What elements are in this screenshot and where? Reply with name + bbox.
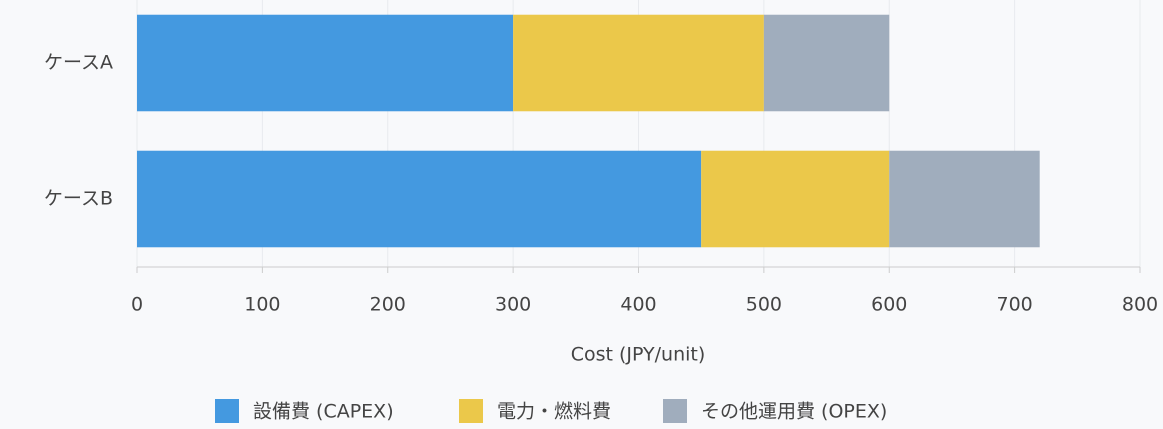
bar-segment <box>889 150 1040 248</box>
x-tick-label: 400 <box>620 294 656 316</box>
bar-segment <box>137 150 702 248</box>
legend-swatch <box>663 399 687 423</box>
bar-segment <box>137 14 514 112</box>
x-tick-label: 600 <box>871 294 907 316</box>
legend-swatch <box>215 399 239 423</box>
x-tick-label: 100 <box>244 294 280 316</box>
y-tick-label: ケースA <box>44 52 113 74</box>
legend-label: 設備費 (CAPEX) <box>253 401 394 423</box>
bar-segment <box>513 14 764 112</box>
legend-swatch <box>459 399 483 423</box>
x-tick-label: 300 <box>495 294 531 316</box>
x-tick-label: 0 <box>131 294 143 316</box>
x-tick-label: 500 <box>746 294 782 316</box>
x-tick-label: 700 <box>996 294 1032 316</box>
y-tick-label: ケースB <box>44 188 113 210</box>
x-tick-label: 200 <box>370 294 406 316</box>
legend-label: 電力・燃料費 <box>497 401 611 423</box>
bar-segment <box>763 14 890 112</box>
x-axis-title: Cost (JPY/unit) <box>571 344 706 366</box>
bar-segment <box>701 150 890 248</box>
x-tick-label: 800 <box>1122 294 1158 316</box>
legend-label: その他運用費 (OPEX) <box>701 401 887 423</box>
